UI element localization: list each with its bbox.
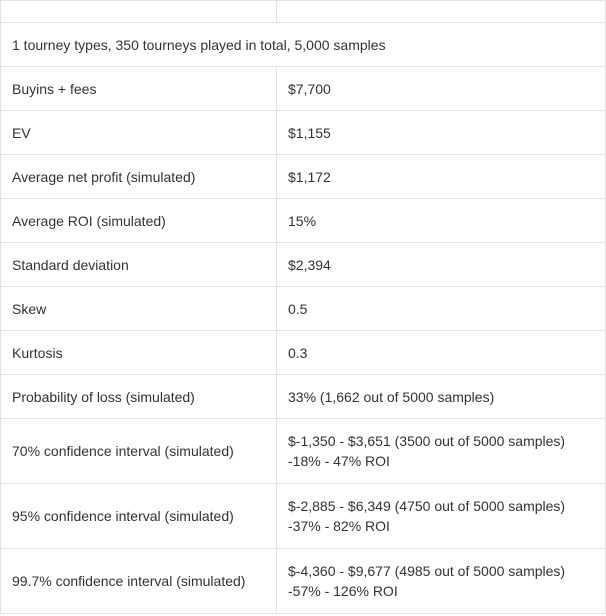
table-row-interval: 70% confidence interval (simulated) $-1,… <box>0 418 606 484</box>
row-label: Average net profit (simulated) <box>0 154 277 199</box>
row-label: Standard deviation <box>0 242 277 287</box>
table-row: Kurtosis 0.3 <box>0 330 606 375</box>
table-row: Skew 0.5 <box>0 286 606 331</box>
table-row: Probability of loss (simulated) 33% (1,6… <box>0 374 606 419</box>
interval-range: $-2,885 - $6,349 (4750 out of 5000 sampl… <box>288 498 566 514</box>
interval-label: 95% confidence interval (simulated) <box>0 483 277 549</box>
summary-cell: 1 tourney types, 350 tourneys played in … <box>0 22 606 67</box>
row-value: 0.5 <box>276 286 606 331</box>
interval-range: $-1,350 - $3,651 (3500 out of 5000 sampl… <box>288 433 566 449</box>
interval-roi: -57% - 126% ROI <box>288 583 398 599</box>
interval-range: $-4,360 - $9,677 (4985 out of 5000 sampl… <box>288 563 566 579</box>
table-row: Standard deviation $2,394 <box>0 242 606 287</box>
row-label: Skew <box>0 286 277 331</box>
interval-label: 99.7% confidence interval (simulated) <box>0 548 277 614</box>
row-value: 0.3 <box>276 330 606 375</box>
empty-cell-left <box>0 0 277 23</box>
interval-value: $-2,885 - $6,349 (4750 out of 5000 sampl… <box>276 483 606 549</box>
row-value: $7,700 <box>276 66 606 111</box>
row-value: 33% (1,662 out of 5000 samples) <box>276 374 606 419</box>
interval-roi: -18% - 47% ROI <box>288 453 390 469</box>
row-label: Buyins + fees <box>0 66 277 111</box>
row-label: Probability of loss (simulated) <box>0 374 277 419</box>
interval-roi: -37% - 82% ROI <box>288 518 390 534</box>
table-row-interval: 99.7% confidence interval (simulated) $-… <box>0 548 606 614</box>
row-label: Average ROI (simulated) <box>0 198 277 243</box>
table-row-summary: 1 tourney types, 350 tourneys played in … <box>0 22 606 67</box>
row-value: $2,394 <box>276 242 606 287</box>
interval-value: $-1,350 - $3,651 (3500 out of 5000 sampl… <box>276 418 606 484</box>
table-row-empty <box>0 0 606 23</box>
row-value: $1,172 <box>276 154 606 199</box>
row-label: Kurtosis <box>0 330 277 375</box>
table-row: EV $1,155 <box>0 110 606 155</box>
row-value: $1,155 <box>276 110 606 155</box>
table-row: Buyins + fees $7,700 <box>0 66 606 111</box>
interval-label: 70% confidence interval (simulated) <box>0 418 277 484</box>
table-row-interval: 95% confidence interval (simulated) $-2,… <box>0 483 606 549</box>
table-row: Average ROI (simulated) 15% <box>0 198 606 243</box>
row-value: 15% <box>276 198 606 243</box>
empty-cell-right <box>276 0 606 23</box>
table-row: Average net profit (simulated) $1,172 <box>0 154 606 199</box>
row-label: EV <box>0 110 277 155</box>
interval-value: $-4,360 - $9,677 (4985 out of 5000 sampl… <box>276 548 606 614</box>
